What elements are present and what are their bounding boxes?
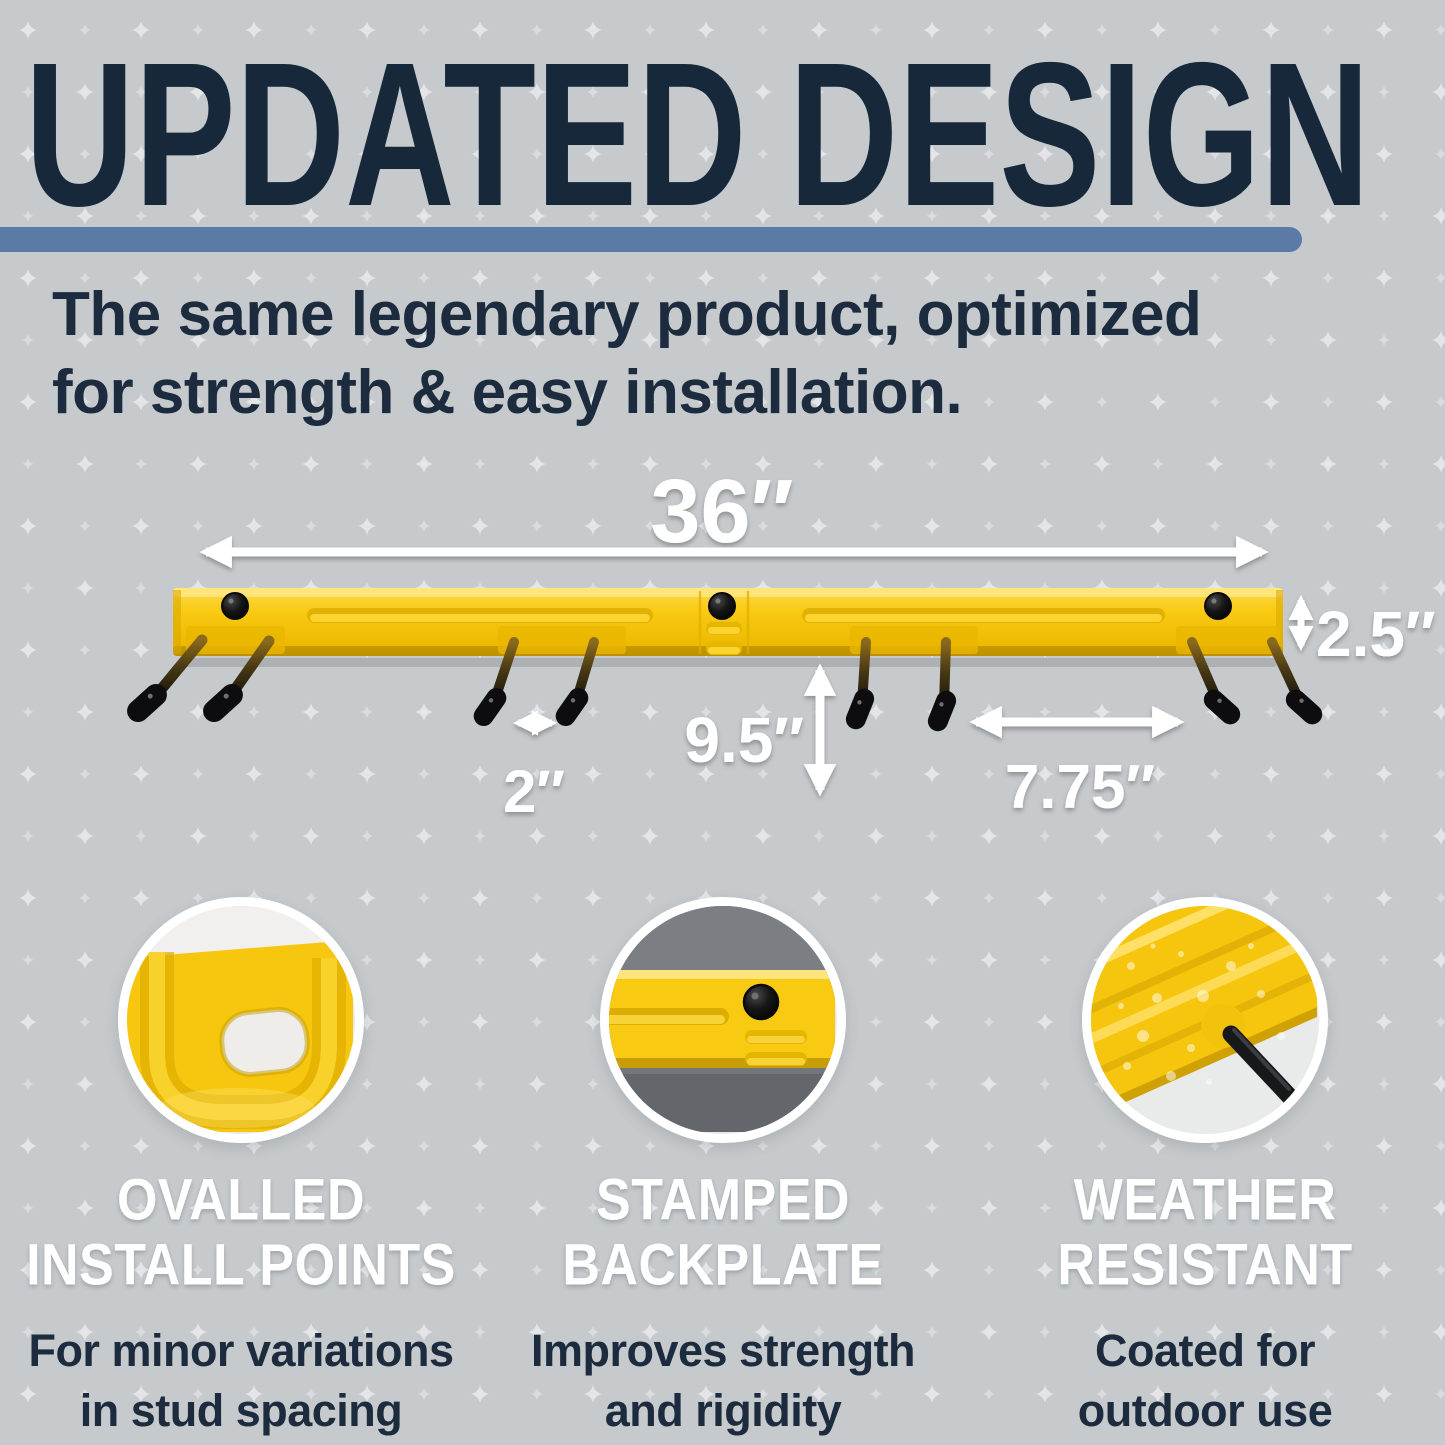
pair-spacing-dimension: 7.75″ bbox=[969, 705, 1185, 822]
weather-resistant-photo bbox=[1082, 897, 1328, 1143]
water-droplets bbox=[1118, 943, 1285, 1085]
width-dimension-label: 36″ bbox=[650, 462, 793, 562]
feature-title: OVALLED INSTALL POINTS bbox=[26, 1168, 456, 1298]
hook-gap-dimension: 2″ bbox=[503, 710, 565, 825]
rail bbox=[173, 588, 1283, 656]
hook bbox=[927, 637, 957, 732]
stamped-backplate-photo bbox=[600, 897, 846, 1143]
hook bbox=[473, 637, 519, 727]
rail-left-edge bbox=[173, 590, 181, 654]
feature-title: STAMPED BACKPLATE bbox=[562, 1168, 884, 1298]
rail-shadow bbox=[182, 658, 1277, 667]
screw-right bbox=[1204, 592, 1232, 620]
rail-right-edge bbox=[1276, 590, 1283, 654]
pair-spacing-dimension-label: 7.75″ bbox=[1005, 753, 1155, 822]
weather-resistant-icon bbox=[1091, 906, 1317, 1132]
hooks bbox=[127, 634, 1323, 732]
height-dimension-label: 2.5″ bbox=[1316, 598, 1436, 670]
hook bbox=[203, 635, 275, 723]
rail-top-highlight bbox=[173, 588, 1283, 597]
feature-body: For minor variations in stud spacing bbox=[28, 1325, 454, 1436]
stamped-groove-right bbox=[802, 608, 1165, 623]
feature-stamped-backplate: STAMPED BACKPLATE Improves strength and … bbox=[482, 897, 964, 1441]
mount-tab bbox=[1176, 626, 1280, 654]
hook bbox=[1187, 637, 1241, 725]
hook-gap-dimension-label: 2″ bbox=[503, 758, 565, 825]
feature-title: WEATHER RESISTANT bbox=[1057, 1168, 1353, 1298]
hook-drop-dimension-label: 9.5″ bbox=[684, 704, 804, 776]
screw-center bbox=[708, 592, 736, 620]
center-stamp-detail bbox=[698, 591, 750, 655]
ovalled-install-point-photo bbox=[118, 897, 364, 1143]
stamped-backplate-icon bbox=[609, 906, 835, 1132]
page-title: UPDATED DESIGN bbox=[25, 20, 1370, 249]
hook bbox=[1267, 637, 1323, 725]
hook bbox=[555, 637, 599, 727]
width-dimension: 36″ bbox=[199, 462, 1269, 569]
accent-divider-bar bbox=[0, 227, 1302, 252]
screw-left bbox=[221, 592, 249, 620]
stamped-groove-left bbox=[307, 608, 653, 623]
height-dimension: 2.5″ bbox=[1288, 594, 1436, 670]
tool-rack-diagram: 36″ 2.5″ 9.5″ 2″ 7.75″ bbox=[127, 462, 1436, 825]
feature-weather-resistant: WEATHER RESISTANT Coated for outdoor use bbox=[964, 897, 1445, 1441]
page-title-wrap: UPDATED DESIGN bbox=[25, 20, 1370, 249]
hook bbox=[127, 634, 208, 723]
ovalled-install-point-icon bbox=[127, 906, 353, 1132]
feature-ovalled-install-points: OVALLED INSTALL POINTS For minor variati… bbox=[0, 897, 482, 1441]
hook-drop-dimension: 9.5″ bbox=[684, 663, 837, 797]
feature-body: Coated for outdoor use bbox=[1077, 1325, 1333, 1436]
feature-body: Improves strength and rigidity bbox=[530, 1325, 916, 1436]
subtitle: The same legendary product, optimized fo… bbox=[52, 280, 1202, 427]
hook bbox=[845, 637, 875, 730]
